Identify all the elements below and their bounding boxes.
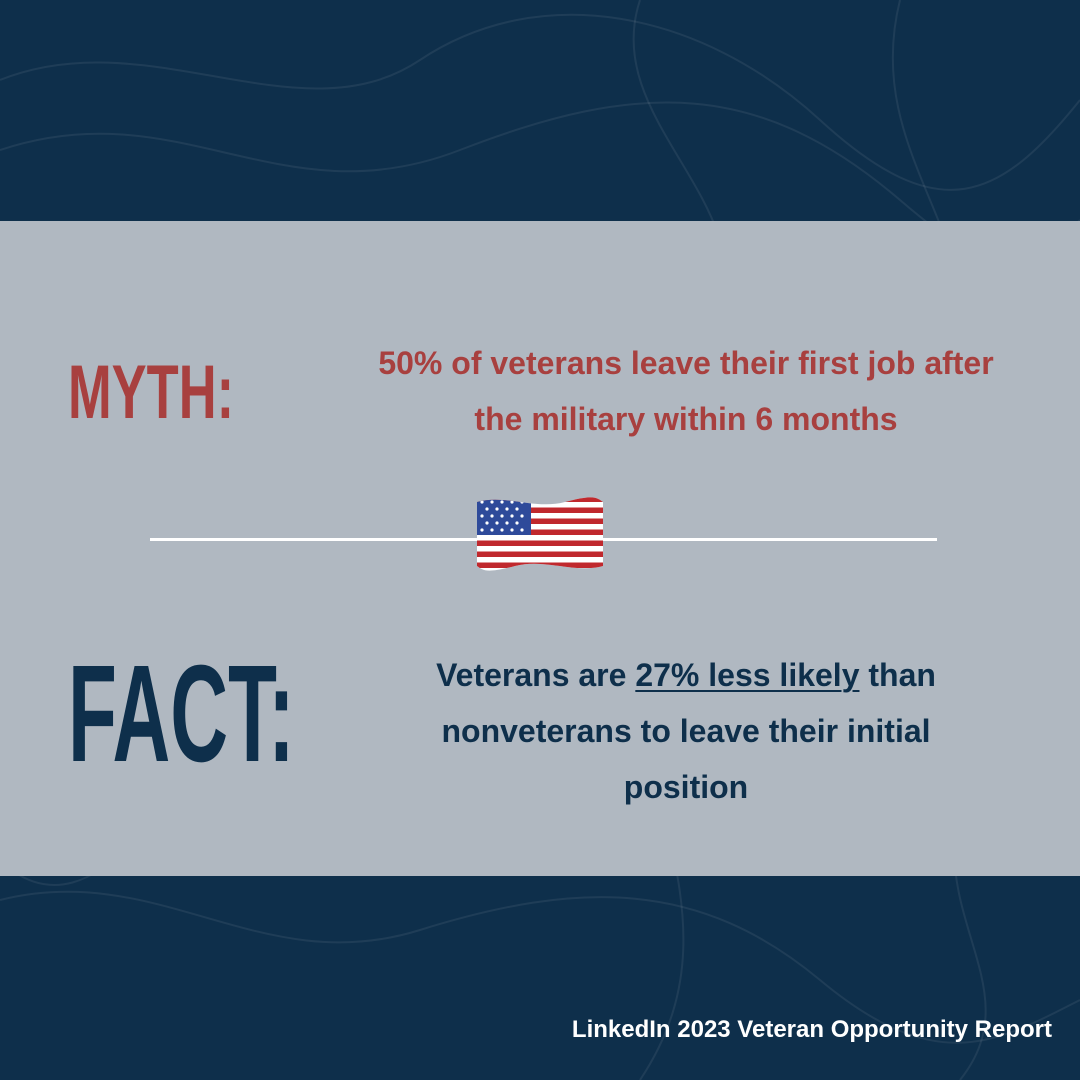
myth-statement: 50% of veterans leave their first job af…	[378, 345, 994, 437]
source-credit: LinkedIn 2023 Veteran Opportunity Report	[571, 1016, 1052, 1043]
fact-statement: Veterans are 27% less likely than nonvet…	[376, 647, 996, 815]
myth-label: MYTH:	[68, 350, 235, 435]
fact-text-start: Veterans are	[436, 657, 636, 693]
fact-text-end: than nonveterans to leave their initial …	[441, 657, 936, 805]
fact-highlight: 27% less likely	[635, 657, 860, 693]
us-flag-icon	[477, 497, 603, 571]
fact-label: FACT:	[68, 637, 295, 791]
